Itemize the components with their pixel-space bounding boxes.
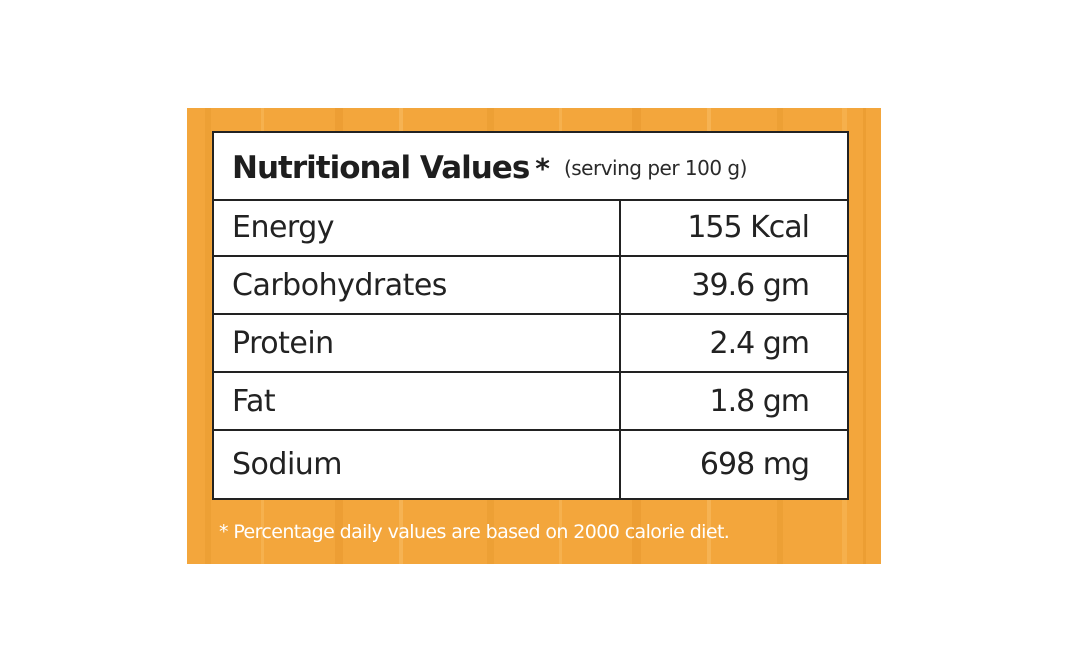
nutrient-name: Energy <box>214 199 621 255</box>
table-row: Fat 1.8 gm <box>214 373 847 431</box>
table-header: Nutritional Values * (serving per 100 g) <box>214 133 847 201</box>
title-asterisk: * <box>535 151 550 185</box>
nutrient-value: 698 mg <box>699 447 810 482</box>
table-row: Protein 2.4 gm <box>214 315 847 373</box>
nutrient-value: 155 Kcal <box>687 209 810 245</box>
table-title: Nutritional Values <box>232 150 530 186</box>
nutrient-name: Protein <box>214 315 621 371</box>
nutrient-rows: Energy 155 Kcal Carbohydrates 39.6 gm Pr… <box>214 199 847 498</box>
nutrient-value: 39.6 gm <box>691 267 810 303</box>
table-row: Carbohydrates 39.6 gm <box>214 257 847 315</box>
table-row: Energy 155 Kcal <box>214 199 847 257</box>
nutrition-label-panel: Nutritional Values * (serving per 100 g)… <box>187 108 881 564</box>
table-row: Sodium 698 mg <box>214 431 847 498</box>
nutrient-name: Fat <box>214 373 621 429</box>
nutrient-name: Carbohydrates <box>214 257 621 313</box>
serving-note: (serving per 100 g) <box>563 156 747 180</box>
nutrition-table: Nutritional Values * (serving per 100 g)… <box>212 131 849 500</box>
nutrient-value: 2.4 gm <box>709 325 810 361</box>
nutrient-name: Sodium <box>214 431 621 498</box>
nutrient-value: 1.8 gm <box>709 383 810 419</box>
daily-value-footnote: * Percentage daily values are based on 2… <box>219 521 730 543</box>
